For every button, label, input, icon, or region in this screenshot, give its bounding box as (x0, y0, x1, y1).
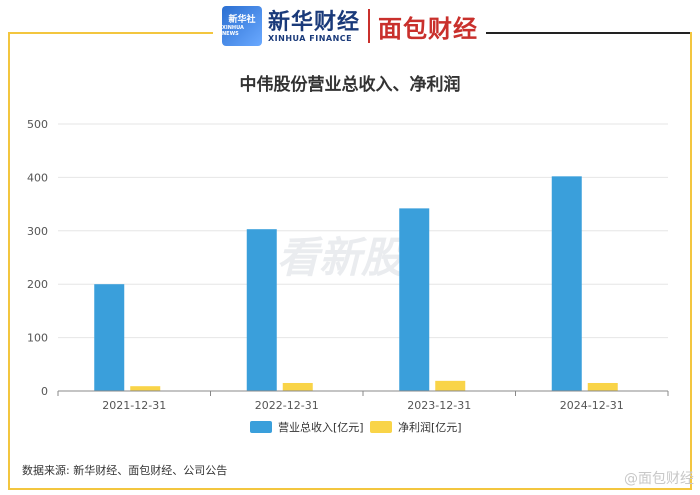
y-tick-label: 500 (27, 118, 48, 131)
bar-revenue (551, 176, 582, 391)
corner-watermark: @面包财经 (624, 471, 694, 487)
chart-watermark: 看新股 (277, 233, 408, 282)
x-tick-label: 2022-12-31 (255, 399, 319, 412)
bar-revenue (399, 208, 430, 391)
x-tick-label: 2021-12-31 (102, 399, 166, 412)
bar-net-profit (130, 386, 161, 391)
header-rule-left (8, 32, 213, 34)
x-tick-label: 2023-12-31 (407, 399, 471, 412)
legend-swatch-net-profit (370, 421, 392, 433)
brand-header: 新华社 XINHUA NEWS 新华财经 XINHUA FINANCE 面包财经 (222, 6, 482, 46)
xinhua-logo-icon: 新华社 XINHUA NEWS (222, 6, 262, 46)
brand-separator (368, 9, 371, 43)
y-tick-label: 0 (41, 385, 48, 398)
bar-revenue (246, 229, 277, 391)
chart-frame (8, 32, 692, 490)
header-rule-right (486, 32, 692, 34)
bar-net-profit (587, 382, 618, 391)
y-tick-label: 200 (27, 278, 48, 291)
brand-name-en: XINHUA FINANCE (268, 33, 353, 43)
legend-label-net-profit: 净利润[亿元] (398, 420, 462, 434)
x-tick-label: 2024-12-31 (560, 399, 624, 412)
partner-logo: 面包财经 (378, 14, 479, 43)
y-tick-label: 300 (27, 225, 48, 238)
chart-title: 中伟股份营业总收入、净利润 (239, 75, 461, 95)
brand-badge-line1: 新华社 (228, 14, 256, 25)
bar-revenue (94, 284, 125, 391)
y-tick-label: 100 (27, 332, 48, 345)
legend-swatch-revenue (250, 421, 272, 433)
brand-name-cn: 新华财经 (268, 8, 361, 35)
bar-net-profit (282, 382, 313, 391)
brand-badge-line2: XINHUA NEWS (222, 25, 244, 38)
bar-net-profit (435, 380, 466, 391)
data-source: 数据来源: 新华财经、面包财经、公司公告 (22, 464, 228, 477)
brand-name: 新华财经 XINHUA FINANCE (268, 10, 360, 43)
y-tick-label: 400 (27, 171, 48, 184)
legend-label-revenue: 营业总收入[亿元] (278, 420, 364, 434)
